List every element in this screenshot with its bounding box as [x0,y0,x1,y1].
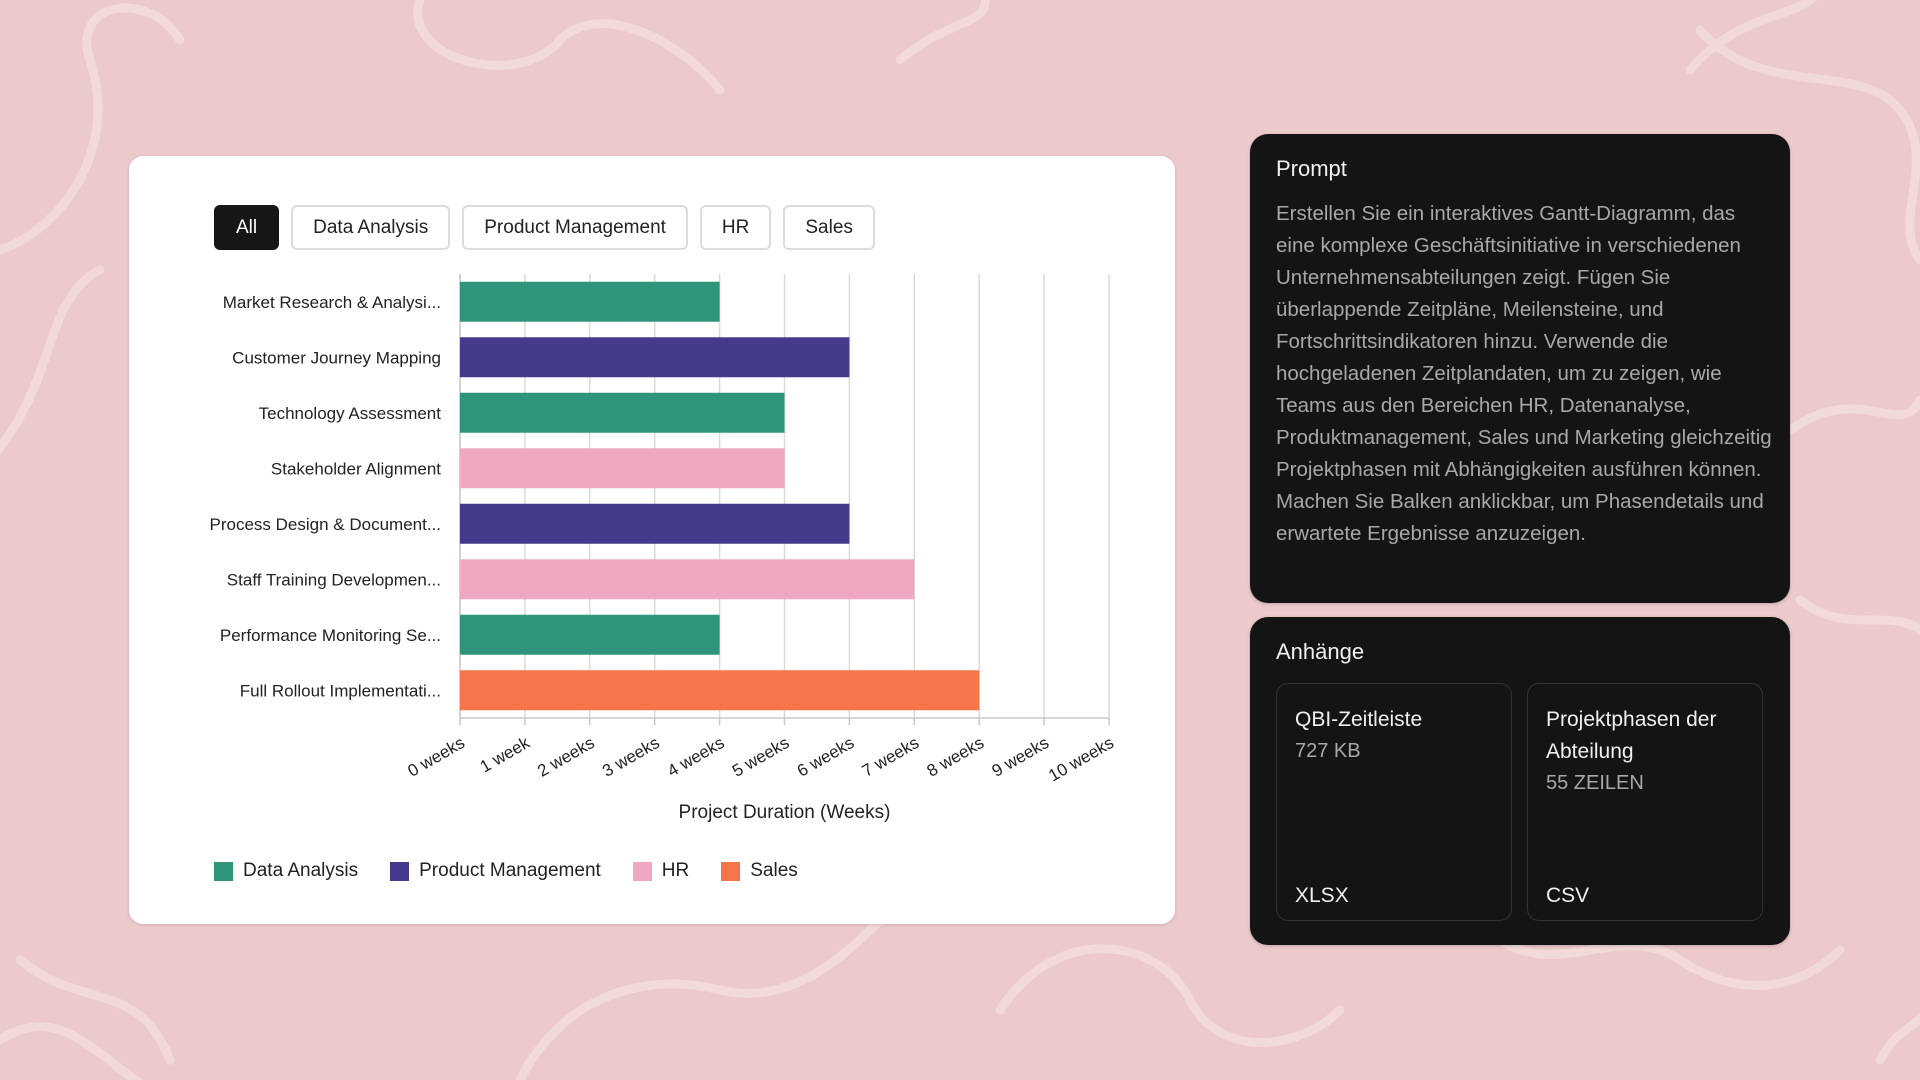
legend-label: HR [661,860,690,881]
gantt-bar[interactable] [460,614,720,655]
legend-item-data-analysis: Data Analysis [214,860,358,882]
x-axis-title: Project Duration (Weeks) [679,802,891,823]
attachment-type: XLSX [1295,884,1349,907]
x-tick-label: 6 weeks [794,733,858,781]
x-tick-label: 10 weeks [1045,733,1117,785]
attachment-rows: 55 ZEILEN [1546,772,1644,794]
gantt-bar[interactable] [460,559,915,600]
gantt-bar[interactable] [460,448,785,489]
gantt-bar[interactable] [460,281,720,322]
attachment-type: CSV [1546,884,1590,907]
legend-label: Product Management [419,860,601,881]
legend-swatch-product-management [390,861,410,881]
legend-swatch-sales [721,861,741,881]
legend-swatch-data-analysis [214,861,233,881]
legend-item-hr: HR [632,860,690,882]
attachment-name: QBI-Zeitleiste [1295,708,1423,731]
filter-hr-button[interactable]: HR [699,205,772,250]
legend-swatch-hr [632,861,652,881]
gantt-chart: 0 weeks 1 week 2 weeks 3 weeks 4 weeks 5 week… [210,274,1117,823]
chart-card: All Data Analysis Product Management HR … [129,156,1175,924]
gantt-bar[interactable] [460,337,850,378]
category-label: Performance Monitoring Se... [220,626,441,645]
category-label: Technology Assessment [259,404,442,423]
prompt-text: Erstellen Sie ein interaktives Gantt-Dia… [1276,202,1772,545]
legend-item-product-management: Product Management [390,860,601,882]
x-tick-label: 5 weeks [729,733,793,781]
filter-product-management-button[interactable]: Product Management [462,205,688,250]
attachment-card[interactable]: QBI-Zeitleiste 727 KB XLSX [1276,683,1512,921]
attachment-name-block: Projektphasen der Abteilung 55 ZEILEN [1546,704,1746,798]
category-label: Customer Journey Mapping [232,348,441,367]
x-tick-label: 9 weeks [989,733,1053,781]
legend-label: Data Analysis [243,860,359,881]
x-tick-label: 3 weeks [599,733,663,781]
filter-bar: All Data Analysis Product Management HR … [214,205,875,250]
x-tick-label: 8 weeks [924,733,988,781]
gantt-bar[interactable] [460,503,850,544]
attachment-name: Projektphasen der Abteilung [1546,708,1717,763]
attachments-panel: Anhänge QBI-Zeitleiste 727 KB XLSX Proje… [1250,617,1790,945]
filter-sales-button[interactable]: Sales [783,205,875,250]
attachment-name-block: QBI-Zeitleiste 727 KB [1295,704,1495,766]
x-tick-label: 0 weeks [404,733,468,781]
category-label: Full Rollout Implementati... [240,681,441,700]
x-tick-label: 1 week [477,733,534,777]
x-tick-label: 7 weeks [859,733,923,781]
chart-legend: Data Analysis Product Management HR Sale… [214,860,798,882]
category-label: Staff Training Developmen... [227,570,441,589]
attachment-size: 727 KB [1295,740,1361,762]
attachment-card[interactable]: Projektphasen der Abteilung 55 ZEILEN CS… [1527,683,1763,921]
x-tick-label: 4 weeks [664,733,728,781]
filter-all-button[interactable]: All [214,205,280,250]
category-label: Stakeholder Alignment [271,459,441,478]
x-tick-label: 2 weeks [534,733,598,781]
gantt-bar[interactable] [460,392,785,433]
gantt-bar[interactable] [460,670,980,711]
legend-label: Sales [750,860,798,881]
prompt-panel: Prompt Erstellen Sie ein interaktives Ga… [1250,134,1790,603]
attachments-title: Anhänge [1276,639,1365,664]
prompt-title: Prompt [1276,156,1347,181]
legend-item-sales: Sales [721,860,798,882]
filter-data-analysis-button[interactable]: Data Analysis [291,205,451,250]
category-label: Process Design & Document... [210,515,441,534]
category-label: Market Research & Analysi... [223,293,441,312]
